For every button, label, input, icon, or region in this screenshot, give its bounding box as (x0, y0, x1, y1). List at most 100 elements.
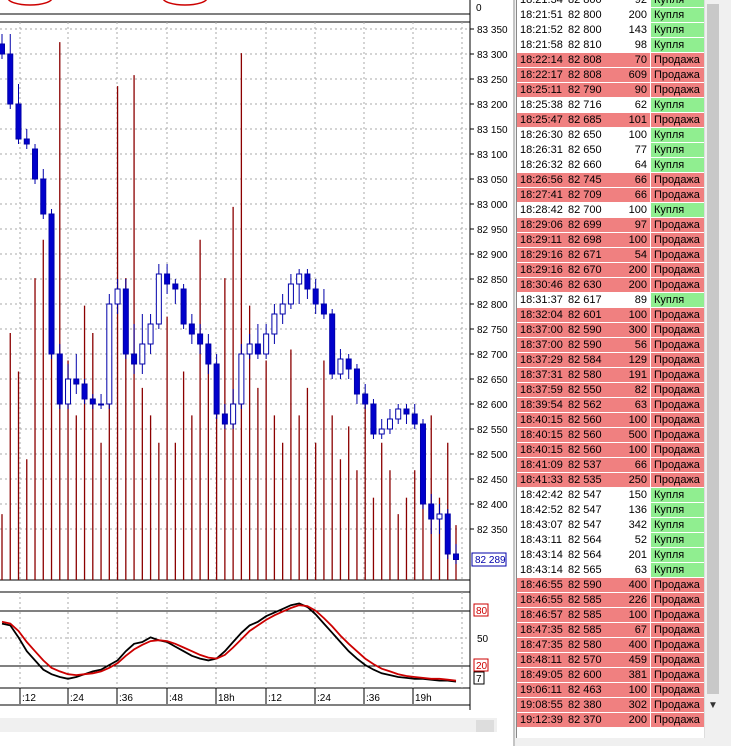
trade-row[interactable]: 18:26:30 82 650 100 Купля (517, 128, 705, 143)
scrollbar-thumb[interactable] (707, 4, 719, 694)
trade-row[interactable]: 18:46:55 82 590 400 Продажа (517, 578, 705, 593)
column-separator (650, 488, 651, 503)
trade-price: 82 562 (568, 399, 602, 411)
trade-row[interactable]: 18:25:47 82 685 101 Продажа (517, 113, 705, 128)
trade-side: Продажа (651, 443, 705, 457)
trade-side: Купля (651, 38, 705, 52)
price-tick-label: 82 800 (477, 300, 508, 311)
time-and-sales-panel[interactable]: 18:21:34 82 800 92 Купля 18:21:51 82 800 200 Ку… (516, 0, 705, 738)
trade-row[interactable]: 18:40:15 82 560 100 Продажа (517, 413, 705, 428)
trade-row[interactable]: 18:41:33 82 535 250 Продажа (517, 473, 705, 488)
trade-row[interactable]: 18:21:52 82 800 143 Купля (517, 23, 705, 38)
candle (395, 404, 402, 424)
trade-row[interactable]: 18:26:56 82 745 66 Продажа (517, 173, 705, 188)
trade-row[interactable]: 18:46:55 82 585 226 Продажа (517, 593, 705, 608)
candle (296, 269, 303, 304)
trade-qty: 77 (634, 144, 647, 156)
trade-row[interactable]: 18:37:00 82 590 56 Продажа (517, 338, 705, 353)
time-label: :36 (119, 693, 133, 704)
trade-row[interactable]: 18:27:41 82 709 66 Продажа (517, 188, 705, 203)
trade-row[interactable]: 18:21:51 82 800 200 Купля (517, 8, 705, 23)
trade-qty: 200 (628, 264, 647, 276)
trade-row[interactable]: 18:37:59 82 550 82 Продажа (517, 383, 705, 398)
price-tick-label: 82 500 (477, 450, 508, 461)
chart-window[interactable]: 0 83 350 83 300 83 250 83 200 83 150 83 100 83 … (0, 0, 515, 746)
trade-row[interactable]: 18:49:05 82 600 381 Продажа (517, 668, 705, 683)
trade-row[interactable]: 19:06:11 82 463 100 Продажа (517, 683, 705, 698)
row-highlight (517, 593, 650, 607)
trade-row[interactable]: 18:39:54 82 562 63 Продажа (517, 398, 705, 413)
trade-side: Купля (651, 23, 705, 37)
trade-row[interactable]: 18:32:04 82 601 100 Продажа (517, 308, 705, 323)
trade-row[interactable]: 18:43:14 82 564 201 Купля (517, 548, 705, 563)
price-tick-label: 82 700 (477, 350, 508, 361)
tape-scrollbar[interactable]: ▼ (704, 0, 722, 738)
trade-row[interactable]: 18:28:42 82 700 100 Купля (517, 203, 705, 218)
top-axis-label: 0 (476, 3, 482, 14)
trade-row[interactable]: 18:25:38 82 716 62 Купля (517, 98, 705, 113)
trade-row[interactable]: 18:43:14 82 565 63 Купля (517, 563, 705, 578)
trade-row[interactable]: 18:29:06 82 699 97 Продажа (517, 218, 705, 233)
candle (304, 269, 311, 299)
trade-row[interactable]: 18:41:09 82 537 66 Продажа (517, 458, 705, 473)
trade-price: 82 590 (568, 324, 602, 336)
trade-row[interactable]: 18:46:57 82 585 100 Продажа (517, 608, 705, 623)
chart-canvas[interactable]: 0 83 350 83 300 83 250 83 200 83 150 83 100 83 … (0, 0, 515, 746)
trade-row[interactable]: 18:43:07 82 547 342 Купля (517, 518, 705, 533)
column-separator (650, 353, 651, 368)
trade-row[interactable]: 18:22:14 82 808 70 Продажа (517, 53, 705, 68)
row-highlight (517, 113, 650, 127)
trade-row[interactable]: 19:12:39 82 370 200 Продажа (517, 713, 705, 728)
trade-row[interactable]: 18:31:37 82 617 89 Купля (517, 293, 705, 308)
trade-row[interactable]: 18:30:46 82 630 200 Продажа (517, 278, 705, 293)
candle-body-down (48, 213, 55, 355)
candle (81, 379, 88, 404)
candle-body-down (312, 288, 319, 305)
trade-time: 18:25:11 (520, 84, 563, 96)
trade-time: 18:40:15 (520, 429, 563, 441)
trade-row[interactable]: 18:37:31 82 580 191 Продажа (517, 368, 705, 383)
trade-side: Продажа (651, 428, 705, 442)
trade-time: 18:43:07 (520, 519, 563, 531)
row-highlight (517, 368, 650, 382)
trade-row[interactable]: 18:26:31 82 650 77 Купля (517, 143, 705, 158)
row-highlight (517, 458, 650, 472)
trade-row[interactable]: 19:08:55 82 380 302 Продажа (517, 698, 705, 713)
trade-row[interactable]: 18:21:58 82 810 98 Купля (517, 38, 705, 53)
trade-row[interactable]: 18:37:29 82 584 129 Продажа (517, 353, 705, 368)
trade-row[interactable]: 18:43:11 82 564 52 Купля (517, 533, 705, 548)
column-separator (650, 623, 651, 638)
trade-price: 82 700 (568, 204, 602, 216)
trade-row[interactable]: 18:40:15 82 560 100 Продажа (517, 443, 705, 458)
candle-body-up (296, 273, 303, 285)
trade-row[interactable]: 18:22:17 82 808 609 Продажа (517, 68, 705, 83)
trade-price: 82 660 (568, 159, 602, 171)
trade-price: 82 584 (568, 354, 602, 366)
trade-row[interactable]: 18:37:00 82 590 300 Продажа (517, 323, 705, 338)
trade-row[interactable]: 18:29:16 82 670 200 Продажа (517, 263, 705, 278)
scroll-down-icon[interactable]: ▼ (708, 700, 718, 711)
time-label: :24 (317, 693, 331, 704)
chart-horizontal-scrollbar[interactable] (0, 718, 497, 732)
trade-row[interactable]: 18:40:15 82 560 500 Продажа (517, 428, 705, 443)
time-label: 19h (415, 693, 432, 704)
candle-body-down (221, 413, 228, 425)
candle (73, 354, 80, 394)
osc-current-label: 7 (476, 674, 482, 685)
trade-row[interactable]: 18:47:35 82 580 400 Продажа (517, 638, 705, 653)
trade-time: 19:06:11 (520, 684, 563, 696)
trade-row[interactable]: 18:21:34 82 800 92 Купля (517, 0, 705, 8)
trade-row[interactable]: 18:25:11 82 790 90 Продажа (517, 83, 705, 98)
trade-qty: 98 (634, 39, 647, 51)
trade-time: 18:29:06 (520, 219, 563, 231)
trade-side: Продажа (651, 593, 705, 607)
trade-row[interactable]: 18:42:42 82 547 150 Купля (517, 488, 705, 503)
trade-row[interactable]: 18:29:16 82 671 54 Продажа (517, 248, 705, 263)
trade-row[interactable]: 18:29:11 82 698 100 Продажа (517, 233, 705, 248)
trade-row[interactable]: 18:26:32 82 660 64 Купля (517, 158, 705, 173)
price-tick-label: 83 300 (477, 50, 508, 61)
trade-row[interactable]: 18:47:35 82 585 67 Продажа (517, 623, 705, 638)
trade-row[interactable]: 18:48:11 82 570 459 Продажа (517, 653, 705, 668)
trade-row[interactable]: 18:42:52 82 547 136 Купля (517, 503, 705, 518)
scroll-right-button[interactable] (476, 720, 494, 732)
